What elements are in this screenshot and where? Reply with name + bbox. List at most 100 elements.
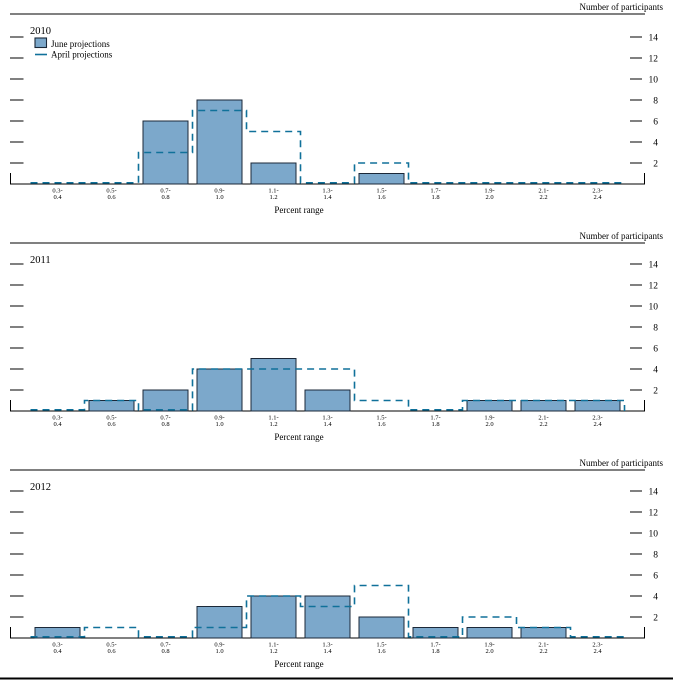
- x-tick-label-bottom: 1.4: [323, 648, 332, 655]
- x-tick-label-top: 2.3-: [592, 188, 602, 195]
- y-tick-label: 6: [653, 571, 658, 581]
- y-tick-label: 14: [649, 260, 659, 270]
- x-tick-label-bottom: 1.4: [323, 421, 332, 428]
- x-tick-label-top: 1.3-: [322, 415, 332, 422]
- y-tick-label: 8: [653, 323, 658, 333]
- x-tick-label-bottom: 1.0: [215, 421, 223, 428]
- y-tick-label: 10: [649, 529, 659, 539]
- x-tick-label-top: 1.1-: [268, 188, 278, 195]
- y-tick-label: 10: [649, 302, 659, 312]
- x-tick-label-bottom: 0.8: [161, 648, 169, 655]
- y-tick-label: 14: [649, 487, 659, 497]
- y-tick-label: 4: [653, 592, 658, 602]
- x-tick-label-bottom: 2.0: [485, 421, 493, 428]
- x-tick-label-bottom: 0.4: [53, 194, 62, 201]
- x-tick-label-top: 0.7-: [160, 642, 170, 649]
- y-tick-label: 14: [649, 33, 659, 43]
- x-tick-label-bottom: 0.6: [107, 648, 116, 655]
- june-bar-2.1-2.2: [520, 626, 567, 639]
- x-tick-label-top: 1.7-: [430, 188, 440, 195]
- x-tick-label-top: 2.3-: [592, 642, 602, 649]
- x-tick-label-top: 2.1-: [538, 188, 548, 195]
- legend-april-label: April projections: [51, 50, 113, 60]
- y-tick-label: 8: [653, 96, 658, 106]
- june-bar-0.3-0.4: [34, 626, 81, 639]
- legend-june-swatch: [34, 37, 48, 49]
- june-bar-0.9-1.0: [196, 605, 243, 639]
- x-tick-label-bottom: 1.2: [269, 648, 277, 655]
- x-tick-label-bottom: 0.6: [107, 194, 116, 201]
- june-bar-1.3-1.4: [304, 595, 351, 639]
- panel-2011: Number of participants 2 4 6 8 10 12 14 2011 0.3-…: [10, 231, 663, 442]
- april-step-outline: [30, 584, 625, 638]
- x-tick-label-top: 0.3-: [52, 642, 62, 649]
- x-tick-label-bottom: 1.8: [431, 421, 439, 428]
- x-tick-label-bottom: 2.4: [593, 194, 602, 201]
- panel-year-title: 2010: [30, 26, 51, 37]
- x-tick-label-top: 0.9-: [214, 642, 224, 649]
- june-bar-1.1-1.2: [250, 162, 297, 185]
- x-tick-label-bottom: 1.6: [377, 421, 386, 428]
- june-bar-1.9-2.0: [466, 626, 513, 639]
- legend-june-label: June projections: [51, 39, 110, 49]
- x-tick-label-bottom: 1.2: [269, 194, 277, 201]
- x-tick-label-bottom: 2.0: [485, 194, 493, 201]
- x-tick-label-top: 0.5-: [106, 642, 116, 649]
- june-bar-0.7-0.8: [142, 389, 189, 412]
- x-tick-label-bottom: 2.2: [539, 194, 547, 201]
- x-tick-label-bottom: 1.8: [431, 648, 439, 655]
- x-tick-label-bottom: 1.4: [323, 194, 332, 201]
- y-tick-label: 12: [649, 54, 659, 64]
- june-bar-0.5-0.6: [88, 399, 135, 412]
- june-bar-1.7-1.8: [412, 626, 459, 639]
- x-tick-label-bottom: 0.4: [53, 648, 62, 655]
- y-tick-label: 2: [653, 386, 658, 396]
- x-tick-label-top: 1.5-: [376, 188, 386, 195]
- y-tick-label: 4: [653, 365, 658, 375]
- x-tick-label-bottom: 1.8: [431, 194, 439, 201]
- june-bar-2.3-2.4: [574, 399, 621, 412]
- y-tick-label: 10: [649, 75, 659, 85]
- y-tick-label: 6: [653, 117, 658, 127]
- x-axis-title: Percent range: [274, 205, 323, 215]
- x-tick-label-bottom: 1.6: [377, 648, 386, 655]
- x-tick-label-top: 2.1-: [538, 642, 548, 649]
- april-step-outline: [30, 109, 625, 184]
- x-tick-label-bottom: 1.0: [215, 648, 223, 655]
- x-tick-label-top: 1.3-: [322, 642, 332, 649]
- x-tick-label-bottom: 0.8: [161, 194, 169, 201]
- x-tick-label-top: 1.9-: [484, 415, 494, 422]
- x-tick-label-bottom: 1.6: [377, 194, 386, 201]
- x-tick-label-top: 1.3-: [322, 188, 332, 195]
- x-tick-label-top: 0.5-: [106, 415, 116, 422]
- x-tick-label-top: 1.5-: [376, 415, 386, 422]
- y-axis-title: Number of participants: [580, 458, 664, 468]
- june-bar-1.9-2.0: [466, 399, 513, 412]
- x-tick-label-top: 1.1-: [268, 415, 278, 422]
- panel-2012: Number of participants 2 4 6 8 10 12 14 2012 0.3-…: [10, 458, 663, 669]
- x-tick-label-top: 1.1-: [268, 642, 278, 649]
- x-tick-label-top: 1.9-: [484, 642, 494, 649]
- x-tick-label-bottom: 1.0: [215, 194, 223, 201]
- y-tick-label: 12: [649, 281, 659, 291]
- june-bar-0.9-1.0: [196, 99, 243, 185]
- y-axis-title: Number of participants: [580, 231, 664, 241]
- x-tick-label-bottom: 0.4: [53, 421, 62, 428]
- june-bar-0.9-1.0: [196, 368, 243, 412]
- panel-year-title: 2011: [30, 255, 51, 266]
- x-tick-label-top: 0.9-: [214, 415, 224, 422]
- x-tick-label-top: 0.9-: [214, 188, 224, 195]
- x-tick-label-top: 0.7-: [160, 415, 170, 422]
- june-bar-1.5-1.6: [358, 616, 405, 639]
- y-tick-label: 2: [653, 159, 658, 169]
- y-tick-label: 4: [653, 138, 658, 148]
- x-tick-label-bottom: 0.8: [161, 421, 169, 428]
- june-bar-2.1-2.2: [520, 399, 567, 412]
- x-axis-title: Percent range: [274, 659, 323, 669]
- x-axis-title: Percent range: [274, 432, 323, 442]
- panel-year-title: 2012: [30, 482, 51, 493]
- y-axis-title: Number of participants: [580, 2, 664, 12]
- x-tick-label-bottom: 2.4: [593, 421, 602, 428]
